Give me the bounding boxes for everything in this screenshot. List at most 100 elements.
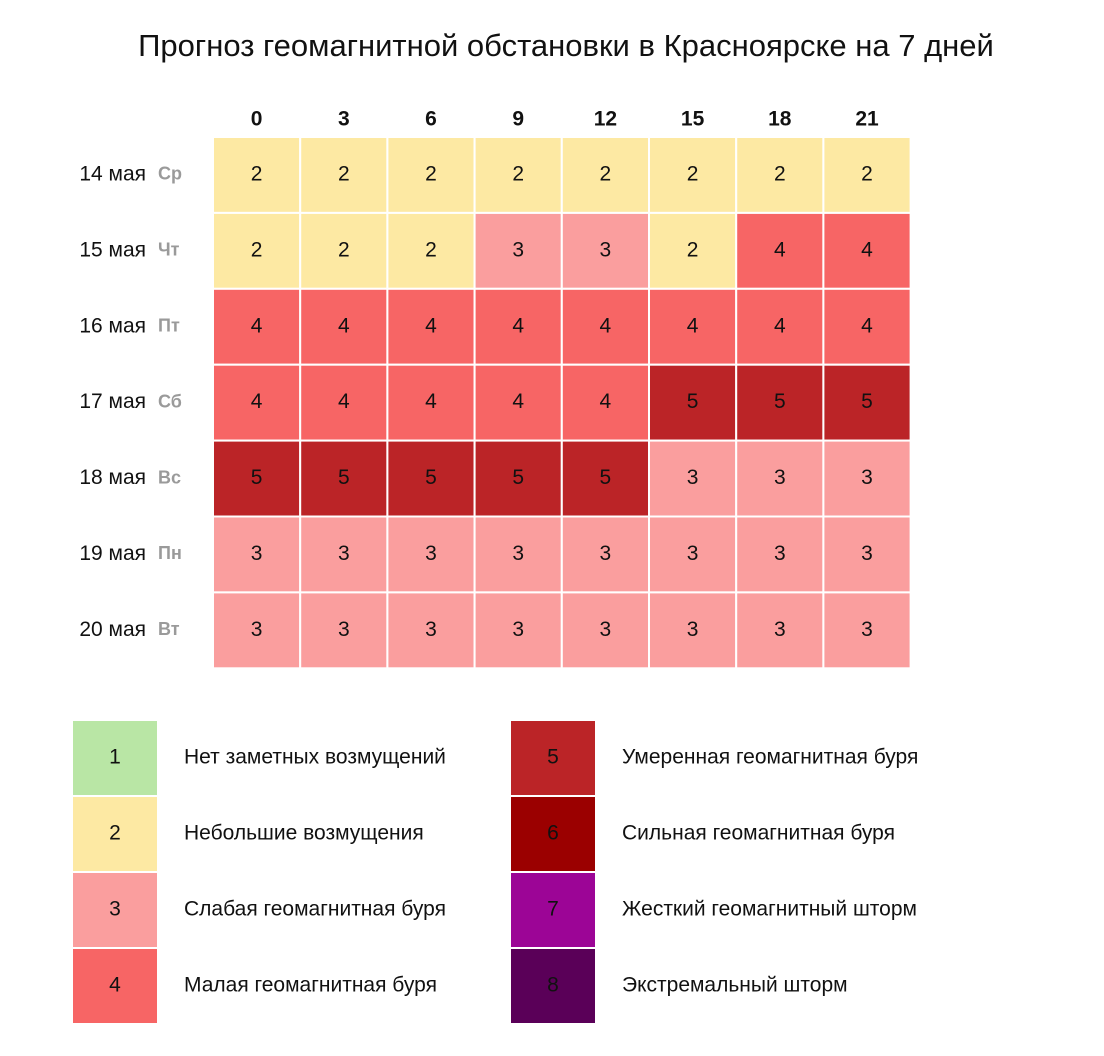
cell-label: 4 (338, 314, 350, 337)
legend-value: 5 (547, 746, 559, 769)
cell-label: 3 (338, 542, 350, 565)
cell (473, 287, 563, 366)
cell (822, 211, 912, 290)
cell-label: 2 (338, 238, 350, 261)
cell (822, 136, 912, 214)
cell (473, 439, 563, 518)
legend-value: 1 (109, 746, 121, 769)
cell (822, 515, 912, 594)
legend-swatch (509, 719, 597, 797)
cell (212, 591, 302, 670)
cell-label: 3 (251, 618, 263, 641)
cell (473, 363, 563, 442)
cell-label: 3 (774, 466, 786, 489)
cell-label: 3 (512, 618, 524, 641)
cell (560, 439, 650, 518)
cell-label: 3 (425, 542, 437, 565)
cell-label: 5 (251, 466, 263, 489)
cell (560, 363, 650, 442)
legend-swatch (71, 871, 159, 949)
cell (299, 515, 389, 594)
cell-label: 4 (687, 314, 699, 337)
cell (386, 591, 476, 670)
cell-label: 4 (251, 314, 263, 337)
cell-label: 3 (512, 542, 524, 565)
legend-label: Умеренная геомагнитная буря (622, 746, 918, 769)
cell-label: 2 (687, 162, 699, 185)
column-label: 6 (425, 108, 437, 131)
cell (822, 287, 912, 366)
cell-label: 5 (338, 466, 350, 489)
row-date: 14 мая (79, 162, 146, 185)
cell (560, 515, 650, 594)
row-weekday: Вт (158, 619, 180, 639)
cell-label: 3 (861, 466, 873, 489)
cell-label: 3 (600, 238, 612, 261)
row-weekday: Вс (158, 467, 181, 487)
legend-swatch (509, 947, 597, 1025)
cell-label: 2 (251, 238, 263, 261)
cell-label: 2 (251, 162, 263, 185)
cell-label: 4 (774, 238, 786, 261)
row-date: 17 мая (79, 390, 146, 413)
legend-value: 8 (547, 974, 559, 997)
cell-label: 2 (600, 162, 612, 185)
cell-label: 3 (600, 618, 612, 641)
cell-label: 3 (687, 466, 699, 489)
cell (299, 591, 389, 670)
cell (648, 136, 738, 214)
cell (560, 287, 650, 366)
cell-label: 5 (687, 390, 699, 413)
cell-label: 5 (774, 390, 786, 413)
cell (735, 363, 825, 442)
row-weekday: Пт (158, 316, 180, 336)
cell (648, 515, 738, 594)
cell (299, 211, 389, 290)
cell (473, 211, 563, 290)
cell-label: 3 (687, 618, 699, 641)
cell-label: 4 (861, 314, 873, 337)
column-label: 21 (855, 108, 879, 131)
cell-label: 4 (861, 238, 873, 261)
cell-label: 5 (425, 466, 437, 489)
row-weekday: Пн (158, 543, 182, 563)
cell-label: 2 (512, 162, 524, 185)
cell (735, 515, 825, 594)
legend-label: Жесткий геомагнитный шторм (622, 898, 917, 921)
cell-label: 5 (512, 466, 524, 489)
cell-label: 4 (774, 314, 786, 337)
legend-value: 2 (109, 822, 121, 845)
column-label: 15 (681, 108, 705, 131)
cell-label: 3 (251, 542, 263, 565)
cell-label: 3 (774, 618, 786, 641)
cell-label: 4 (600, 314, 612, 337)
row-date: 15 мая (79, 238, 146, 261)
column-label: 0 (251, 108, 263, 131)
legend-swatch (71, 947, 159, 1025)
cell-label: 5 (861, 390, 873, 413)
row-date: 16 мая (79, 314, 146, 337)
row-weekday: Сб (158, 391, 182, 411)
column-label: 3 (338, 108, 350, 131)
cell-label: 3 (687, 542, 699, 565)
cell-label: 4 (512, 390, 524, 413)
cell-label: 4 (425, 390, 437, 413)
cell-label: 4 (600, 390, 612, 413)
legend-value: 7 (547, 898, 559, 921)
legend-value: 4 (109, 974, 121, 997)
cell-label: 5 (600, 466, 612, 489)
cell (560, 591, 650, 670)
chart-title: Прогноз геомагнитной обстановки в Красно… (138, 28, 994, 63)
cell (386, 287, 476, 366)
cell-label: 3 (600, 542, 612, 565)
cell-label: 3 (774, 542, 786, 565)
cell-label: 4 (425, 314, 437, 337)
legend-value: 6 (547, 822, 559, 845)
cell (299, 136, 389, 214)
cell-label: 2 (774, 162, 786, 185)
column-label: 9 (512, 108, 524, 131)
cell-label: 3 (425, 618, 437, 641)
legend-value: 3 (109, 898, 121, 921)
cell-label: 2 (338, 162, 350, 185)
